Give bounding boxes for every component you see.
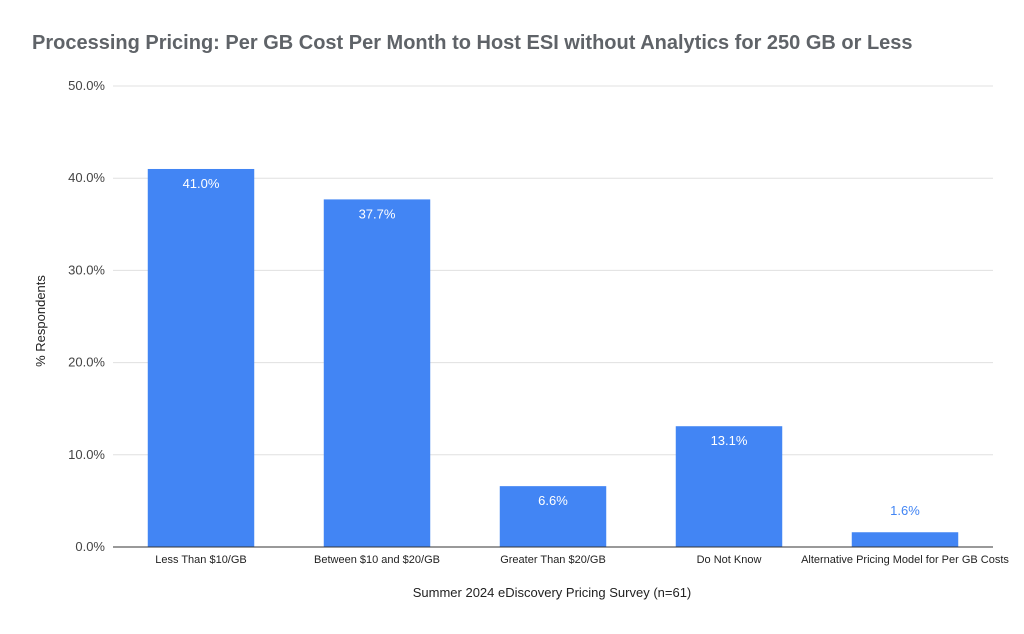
gridlines <box>113 85 993 456</box>
data-label: 1.6% <box>890 503 920 518</box>
y-tick-label: 50.0% <box>68 78 105 93</box>
data-label: 41.0% <box>183 176 220 191</box>
x-category-label: Alternative Pricing Model for Per GB Cos… <box>801 554 1009 566</box>
y-tick-label: 10.0% <box>68 447 105 462</box>
x-category-label: Between $10 and $20/GB <box>314 554 440 566</box>
x-category-label: Greater Than $20/GB <box>500 554 606 566</box>
bars <box>147 168 959 548</box>
y-tick-label: 0.0% <box>75 539 105 554</box>
bar <box>851 532 959 547</box>
bar <box>147 168 255 548</box>
data-label: 6.6% <box>538 493 568 508</box>
bar <box>499 486 607 547</box>
y-axis-title: % Respondents <box>33 275 48 367</box>
x-axis-categories: Less Than $10/GB Between $10 and $20/GB Gr… <box>155 554 1009 566</box>
chart-title: Processing Pricing: Per GB Cost Per Mont… <box>32 32 913 54</box>
data-labels: 41.0% 37.7% 6.6% 13.1% 1.6% <box>183 176 921 518</box>
bar <box>675 426 783 547</box>
y-axis-ticks: 0.0% 10.0% 20.0% 30.0% 40.0% 50.0% <box>68 78 105 554</box>
data-label: 37.7% <box>359 206 396 221</box>
y-tick-label: 30.0% <box>68 262 105 277</box>
x-category-label: Do Not Know <box>697 554 762 566</box>
x-axis-title: Summer 2024 eDiscovery Pricing Survey (n… <box>413 585 692 600</box>
bar <box>323 199 431 547</box>
x-category-label: Less Than $10/GB <box>155 554 247 566</box>
y-tick-label: 40.0% <box>68 170 105 185</box>
y-tick-label: 20.0% <box>68 355 105 370</box>
data-label: 13.1% <box>711 433 748 448</box>
